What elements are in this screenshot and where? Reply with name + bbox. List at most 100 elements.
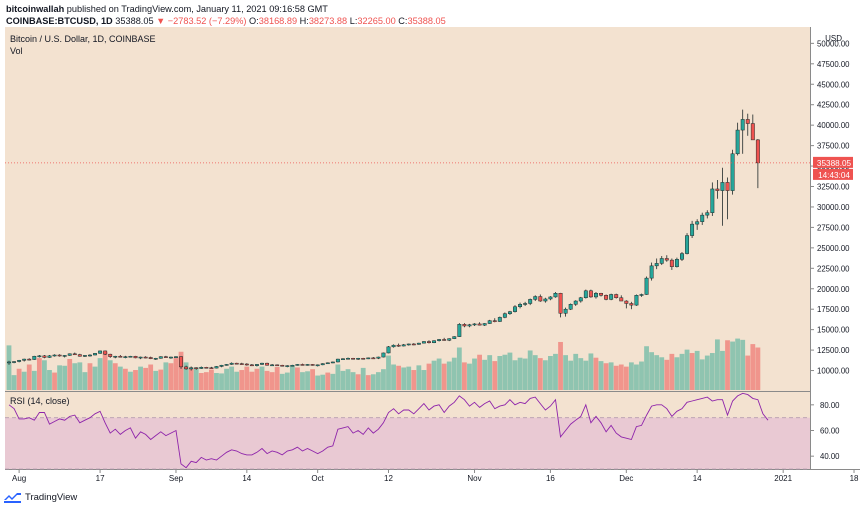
candle-body[interactable] — [168, 356, 173, 359]
candle-body[interactable] — [619, 297, 624, 302]
candle-body[interactable] — [406, 343, 411, 346]
candle-body[interactable] — [98, 350, 103, 354]
candle-body[interactable] — [72, 353, 77, 356]
candle-body[interactable] — [260, 362, 264, 365]
candle-body[interactable] — [22, 358, 27, 361]
candle-body[interactable] — [315, 364, 320, 367]
candle-body[interactable] — [27, 358, 32, 361]
candle-body[interactable] — [492, 320, 497, 322]
candle-body[interactable] — [214, 366, 219, 369]
candle-body[interactable] — [518, 304, 523, 307]
candle-body[interactable] — [507, 311, 512, 314]
candle-body[interactable] — [568, 304, 573, 310]
candle-body[interactable] — [32, 355, 37, 360]
candle-body[interactable] — [300, 364, 305, 366]
candle-body[interactable] — [108, 353, 113, 357]
candle-body[interactable] — [254, 364, 259, 366]
candle-body[interactable] — [113, 355, 118, 358]
candle-body[interactable] — [416, 342, 421, 345]
candle-body[interactable] — [52, 354, 57, 357]
candle-body[interactable] — [62, 355, 67, 357]
candle-body[interactable] — [82, 355, 87, 357]
candle-body[interactable] — [634, 295, 639, 306]
candle-body[interactable] — [67, 353, 72, 356]
candle-body[interactable] — [664, 258, 669, 261]
candle-body[interactable] — [224, 364, 229, 366]
candle-body[interactable] — [234, 362, 239, 365]
candle-body[interactable] — [457, 324, 462, 337]
candle-body[interactable] — [447, 338, 452, 341]
candle-body[interactable] — [599, 293, 603, 296]
candle-body[interactable] — [138, 356, 143, 359]
candle-body[interactable] — [639, 294, 644, 296]
candle-body[interactable] — [305, 364, 310, 366]
candle-body[interactable] — [265, 362, 270, 366]
candle-body[interactable] — [320, 363, 325, 366]
candle-body[interactable] — [270, 364, 275, 367]
candle-body[interactable] — [391, 344, 396, 348]
candle-body[interactable] — [17, 360, 22, 362]
candle-body[interactable] — [37, 355, 42, 358]
candle-body[interactable] — [179, 356, 183, 368]
candle-body[interactable] — [427, 341, 431, 343]
candle-body[interactable] — [538, 296, 543, 302]
candle-body[interactable] — [477, 323, 482, 326]
candle-body[interactable] — [376, 356, 381, 359]
candle-body[interactable] — [629, 303, 634, 306]
footer-brand[interactable]: TradingView — [4, 492, 77, 503]
candle-body[interactable] — [219, 364, 224, 367]
candle-body[interactable] — [685, 235, 689, 254]
candle-body[interactable] — [690, 223, 695, 236]
candle-body[interactable] — [578, 297, 583, 302]
candle-body[interactable] — [118, 355, 123, 358]
candle-body[interactable] — [553, 293, 558, 298]
candle-body[interactable] — [654, 263, 659, 267]
candle-body[interactable] — [189, 367, 194, 370]
candle-body[interactable] — [674, 259, 679, 267]
candle-body[interactable] — [573, 300, 578, 305]
candle-body[interactable] — [310, 364, 315, 366]
candle-body[interactable] — [442, 339, 447, 341]
candle-body[interactable] — [199, 367, 204, 369]
candle-body[interactable] — [680, 253, 684, 260]
candle-body[interactable] — [432, 340, 436, 343]
candle-body[interactable] — [158, 356, 163, 359]
candle-body[interactable] — [103, 350, 108, 355]
candle-body[interactable] — [7, 361, 11, 364]
candle-body[interactable] — [325, 362, 330, 365]
candle-body[interactable] — [123, 356, 128, 358]
candle-body[interactable] — [523, 303, 528, 305]
candle-body[interactable] — [755, 139, 760, 164]
candle-body[interactable] — [163, 356, 168, 358]
candle-body[interactable] — [695, 221, 700, 225]
candle-body[interactable] — [745, 119, 750, 124]
candle-body[interactable] — [588, 290, 593, 298]
candle-body[interactable] — [133, 355, 138, 359]
candle-body[interactable] — [346, 358, 350, 360]
candle-body[interactable] — [93, 353, 97, 356]
candle-body[interactable] — [361, 358, 366, 360]
candle-body[interactable] — [88, 354, 92, 357]
candle-body[interactable] — [57, 354, 62, 357]
candle-body[interactable] — [750, 123, 755, 141]
candle-body[interactable] — [609, 294, 614, 300]
candle-body[interactable] — [563, 308, 568, 314]
candle-body[interactable] — [209, 367, 214, 369]
candle-body[interactable] — [401, 344, 406, 347]
candle-body[interactable] — [371, 357, 376, 360]
candle-body[interactable] — [275, 364, 280, 367]
candle-body[interactable] — [143, 356, 148, 359]
candle-body[interactable] — [725, 182, 730, 191]
candle-body[interactable] — [204, 367, 209, 369]
candle-body[interactable] — [735, 129, 740, 155]
candle-body[interactable] — [280, 364, 285, 367]
candle-body[interactable] — [614, 294, 619, 299]
candle-body[interactable] — [411, 343, 416, 346]
candle-body[interactable] — [558, 293, 563, 314]
candle-body[interactable] — [356, 358, 361, 360]
candle-body[interactable] — [659, 258, 664, 264]
candle-body[interactable] — [244, 363, 249, 366]
candle-body[interactable] — [194, 367, 199, 369]
candle-body[interactable] — [381, 352, 386, 358]
